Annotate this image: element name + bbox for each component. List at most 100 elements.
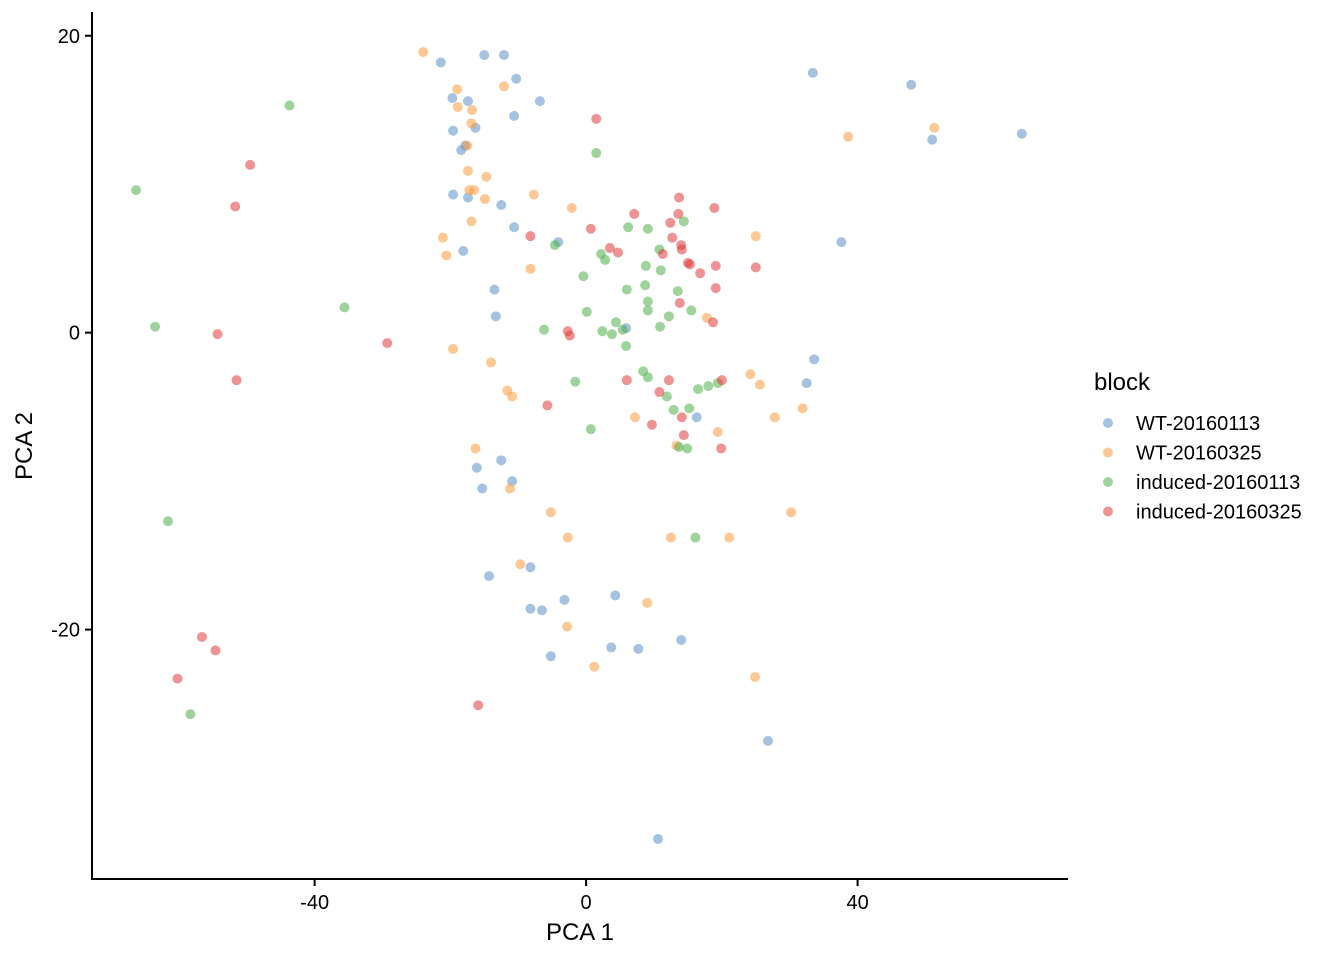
- point: [469, 185, 480, 196]
- point: [534, 96, 545, 107]
- point: [724, 532, 735, 543]
- point: [245, 159, 256, 170]
- point: [610, 590, 621, 601]
- point: [585, 223, 596, 234]
- point: [621, 375, 632, 386]
- point: [610, 317, 621, 328]
- point: [210, 645, 221, 656]
- point: [763, 735, 774, 746]
- point: [629, 208, 640, 219]
- point: [525, 603, 536, 614]
- y-axis-label: PCA 2: [11, 412, 38, 480]
- point: [463, 192, 474, 203]
- point: [672, 286, 683, 297]
- point: [589, 661, 600, 672]
- legend-marker: [1103, 477, 1113, 487]
- point: [528, 189, 539, 200]
- point: [562, 621, 573, 632]
- point: [479, 50, 490, 61]
- point: [570, 376, 581, 387]
- point: [591, 113, 602, 124]
- point: [674, 192, 685, 203]
- point: [786, 507, 797, 518]
- point: [477, 483, 488, 494]
- point: [163, 516, 174, 527]
- point: [473, 700, 484, 711]
- point: [745, 369, 756, 380]
- legend-label: WT-20160113: [1136, 413, 1260, 435]
- point: [600, 254, 611, 265]
- point: [490, 311, 501, 322]
- legend-label: WT-20160325: [1136, 443, 1262, 465]
- point: [525, 231, 536, 242]
- point: [382, 338, 393, 349]
- y-tick-label: 0: [69, 323, 80, 345]
- point: [604, 243, 615, 254]
- point: [676, 634, 687, 645]
- point: [710, 260, 721, 271]
- point: [754, 379, 765, 390]
- point: [452, 102, 463, 113]
- point: [633, 643, 644, 654]
- point: [673, 208, 684, 219]
- point: [629, 412, 640, 423]
- y-tick-label: 20: [58, 26, 80, 48]
- legend-marker: [1103, 506, 1113, 517]
- point: [750, 231, 761, 242]
- point: [498, 50, 509, 61]
- legend-marker: [1103, 447, 1113, 458]
- point: [284, 100, 295, 111]
- point: [663, 375, 674, 386]
- point: [709, 202, 720, 213]
- point: [566, 202, 577, 213]
- point: [562, 532, 573, 543]
- y-tick-label: -20: [51, 620, 80, 642]
- point: [695, 268, 706, 279]
- point: [674, 297, 685, 308]
- point: [525, 562, 536, 573]
- point: [676, 412, 687, 423]
- point: [801, 378, 812, 389]
- point: [509, 110, 520, 121]
- point: [691, 412, 702, 423]
- point: [642, 597, 653, 608]
- point: [663, 311, 674, 322]
- point: [545, 507, 556, 518]
- point: [674, 441, 685, 452]
- point: [448, 189, 459, 200]
- point: [525, 263, 536, 274]
- point: [646, 419, 657, 430]
- point: [505, 483, 516, 494]
- point: [418, 47, 429, 58]
- legend-label: induced-20160113: [1136, 472, 1300, 494]
- point: [578, 271, 589, 282]
- point: [479, 194, 490, 205]
- point: [929, 122, 940, 133]
- point: [613, 247, 624, 258]
- point: [769, 412, 780, 423]
- point: [585, 424, 596, 435]
- point: [581, 306, 592, 317]
- point: [654, 387, 665, 398]
- point: [906, 79, 917, 90]
- point: [667, 232, 678, 243]
- point: [655, 265, 666, 276]
- point: [466, 118, 477, 129]
- point: [655, 321, 666, 332]
- point: [484, 571, 495, 582]
- point: [642, 372, 653, 383]
- point: [435, 57, 446, 68]
- point: [606, 642, 617, 653]
- point: [481, 171, 492, 182]
- point: [489, 284, 500, 295]
- point: [716, 443, 727, 454]
- point: [703, 381, 714, 392]
- point: [623, 222, 634, 233]
- point: [843, 131, 854, 142]
- point: [549, 240, 560, 251]
- point: [750, 672, 761, 683]
- point: [693, 384, 704, 395]
- point: [230, 201, 241, 212]
- point: [606, 329, 617, 340]
